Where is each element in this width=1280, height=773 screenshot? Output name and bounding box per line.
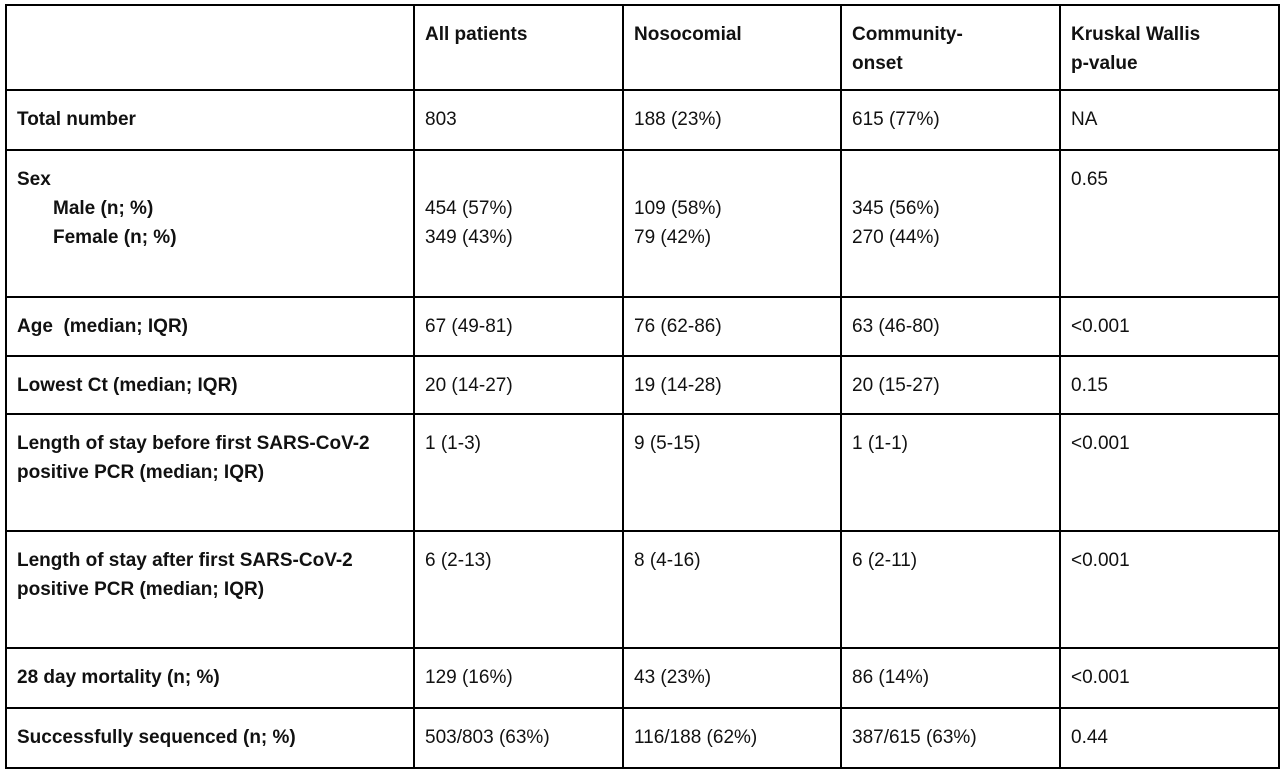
- cell-p-value: <0.001: [1059, 647, 1280, 709]
- cell-community: 20 (15-27): [840, 355, 1061, 415]
- cell-community: 345 (56%) 270 (44%): [840, 149, 1061, 298]
- cell-p-value: <0.001: [1059, 296, 1280, 357]
- cell-nosocomial: 9 (5-15): [622, 413, 842, 532]
- header-community-onset: Community- onset: [840, 4, 1061, 91]
- cell-community: 387/615 (63%): [840, 707, 1061, 769]
- cell-community: 615 (77%): [840, 89, 1061, 151]
- cell-nosocomial: 109 (58%) 79 (42%): [622, 149, 842, 298]
- row-label: Length of stay after first SARS-CoV-2 po…: [5, 530, 415, 649]
- cell-p-value: 0.15: [1059, 355, 1280, 415]
- cell-nosocomial-female: 79 (42%): [634, 227, 712, 248]
- patient-characteristics-table: All patients Nosocomial Community- onset…: [5, 4, 1280, 769]
- cell-community: 86 (14%): [840, 647, 1061, 709]
- cell-all-female: 349 (43%): [425, 227, 513, 248]
- cell-all: 803: [413, 89, 624, 151]
- table-row: Length of stay before first SARS-CoV-2 p…: [5, 413, 1280, 532]
- cell-all: 129 (16%): [413, 647, 624, 709]
- table-row: Total number 803 188 (23%) 615 (77%) NA: [5, 89, 1280, 151]
- cell-nosocomial: 188 (23%): [622, 89, 842, 151]
- table-row: Successfully sequenced (n; %) 503/803 (6…: [5, 707, 1280, 769]
- table-row: Lowest Ct (median; IQR) 20 (14-27) 19 (1…: [5, 355, 1280, 415]
- cell-nosocomial: 116/188 (62%): [622, 707, 842, 769]
- cell-community: 63 (46-80): [840, 296, 1061, 357]
- cell-all: 6 (2-13): [413, 530, 624, 649]
- cell-all: 1 (1-3): [413, 413, 624, 532]
- cell-nosocomial-male: 109 (58%): [634, 198, 722, 219]
- header-blank: [5, 4, 415, 91]
- cell-nosocomial: 76 (62-86): [622, 296, 842, 357]
- cell-all: 20 (14-27): [413, 355, 624, 415]
- row-label-main: Sex: [17, 169, 51, 190]
- cell-p-value: 0.65: [1059, 149, 1280, 298]
- row-label: Age (median; IQR): [5, 296, 415, 357]
- row-label: Successfully sequenced (n; %): [5, 707, 415, 769]
- row-label: Lowest Ct (median; IQR): [5, 355, 415, 415]
- cell-nosocomial: 19 (14-28): [622, 355, 842, 415]
- table-row: Length of stay after first SARS-CoV-2 po…: [5, 530, 1280, 649]
- cell-community-female: 270 (44%): [852, 227, 940, 248]
- row-label: Sex Male (n; %) Female (n; %): [5, 149, 415, 298]
- row-sublabel-male: Male (n; %): [53, 198, 154, 219]
- cell-nosocomial: 43 (23%): [622, 647, 842, 709]
- table-row: 28 day mortality (n; %) 129 (16%) 43 (23…: [5, 647, 1280, 709]
- cell-all: 454 (57%) 349 (43%): [413, 149, 624, 298]
- header-kruskal-wallis: Kruskal Wallis p-value: [1059, 4, 1280, 91]
- row-label: Total number: [5, 89, 415, 151]
- header-all-patients: All patients: [413, 4, 624, 91]
- row-sublabel-female: Female (n; %): [53, 227, 177, 248]
- cell-p-value: 0.44: [1059, 707, 1280, 769]
- cell-nosocomial: 8 (4-16): [622, 530, 842, 649]
- table-row: Sex Male (n; %) Female (n; %) 454 (57%) …: [5, 149, 1280, 298]
- cell-all: 503/803 (63%): [413, 707, 624, 769]
- row-label: 28 day mortality (n; %): [5, 647, 415, 709]
- cell-all: 67 (49-81): [413, 296, 624, 357]
- cell-p-value: <0.001: [1059, 530, 1280, 649]
- cell-p-value: <0.001: [1059, 413, 1280, 532]
- cell-all-male: 454 (57%): [425, 198, 513, 219]
- header-nosocomial: Nosocomial: [622, 4, 842, 91]
- cell-community-male: 345 (56%): [852, 198, 940, 219]
- cell-community: 1 (1-1): [840, 413, 1061, 532]
- header-row: All patients Nosocomial Community- onset…: [5, 4, 1280, 91]
- row-label: Length of stay before first SARS-CoV-2 p…: [5, 413, 415, 532]
- cell-p-value: NA: [1059, 89, 1280, 151]
- cell-community: 6 (2-11): [840, 530, 1061, 649]
- table-row: Age (median; IQR) 67 (49-81) 76 (62-86) …: [5, 296, 1280, 357]
